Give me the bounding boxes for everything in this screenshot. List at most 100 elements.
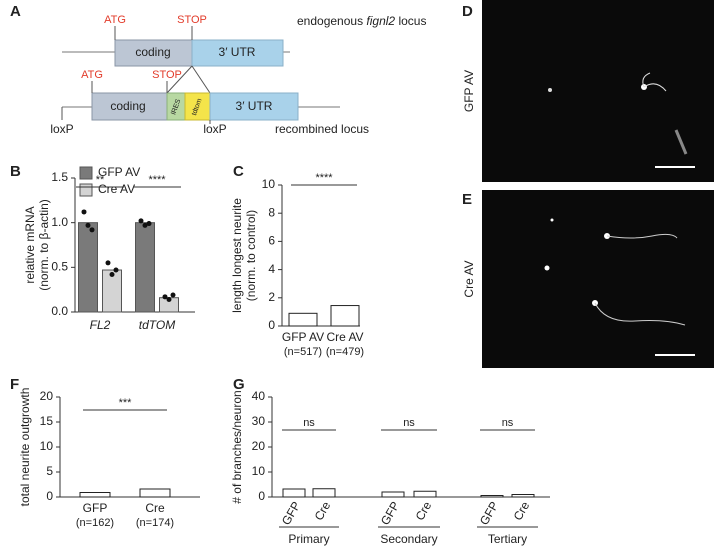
panel-letter: G <box>233 376 245 393</box>
x-tick-label: GFP <box>378 499 402 527</box>
gene-name: fignl2 <box>366 14 395 28</box>
data-point <box>81 209 87 215</box>
insert-line <box>166 65 193 94</box>
y-tick-label: 20 <box>252 439 266 453</box>
y-tick-label: 10 <box>40 439 54 453</box>
bar <box>139 488 171 498</box>
x-tick-label: tdTOM <box>139 318 175 332</box>
bar <box>511 494 535 498</box>
y-tick-label: 8 <box>268 205 275 219</box>
cell <box>548 88 552 92</box>
x-tick-label: GFP AV <box>282 330 324 344</box>
significance-label: ns <box>403 417 415 429</box>
x-sublabel: (n=162) <box>76 517 114 529</box>
panel-letter: D <box>462 3 473 20</box>
cell <box>550 218 554 222</box>
significance-label: **** <box>315 172 333 184</box>
data-point <box>138 218 144 224</box>
cell <box>544 265 550 271</box>
bar <box>282 488 306 498</box>
bar <box>135 222 155 313</box>
micrograph <box>482 190 714 368</box>
stop-label: STOP <box>152 69 182 81</box>
x-tick-label: Cre <box>145 501 165 515</box>
y-tick-label: 2 <box>268 290 275 304</box>
utr-label: 3′ UTR <box>219 45 256 59</box>
bar <box>102 269 122 313</box>
significance-label: *** <box>119 397 133 409</box>
x-tick-label: Cre AV <box>326 330 363 344</box>
neurite <box>642 72 667 92</box>
x-sublabel: (n=517) <box>284 346 322 358</box>
micrograph-label: GFP AV <box>462 70 476 112</box>
y-tick-label: 20 <box>40 389 54 403</box>
y-tick-label: 1.0 <box>51 215 68 229</box>
text: endogenous <box>297 14 363 28</box>
panel-letter: B <box>10 163 21 180</box>
x-tick-label: GFP <box>83 501 108 515</box>
bar <box>78 222 98 313</box>
coding-label: coding <box>135 45 170 59</box>
panel-letter: C <box>233 163 244 180</box>
y-tick-label: 0 <box>46 489 53 503</box>
locus-label: recombined locus <box>275 122 369 136</box>
legend-swatch <box>79 166 93 180</box>
x-tick-label: Cre <box>413 499 435 523</box>
neurite <box>594 302 686 326</box>
x-sublabel: (n=479) <box>326 346 364 358</box>
panel-letter: F <box>10 376 19 393</box>
y-tick-label: 4 <box>268 262 275 276</box>
bar <box>79 492 111 498</box>
legend-swatch <box>79 183 93 197</box>
group-label: Primary <box>288 532 329 546</box>
coding-box <box>91 92 168 121</box>
legend-label: GFP AV <box>98 165 140 179</box>
text: locus <box>398 14 426 28</box>
coding-label: coding <box>110 99 145 113</box>
group-label: Tertiary <box>488 532 527 546</box>
y-tick-label: 0 <box>268 318 275 332</box>
data-point <box>142 222 148 228</box>
x-tick-label: Cre <box>511 499 533 523</box>
x-tick-label: Cre <box>312 499 334 523</box>
panel-letter: E <box>462 191 472 208</box>
data-point <box>166 296 172 302</box>
loxp-label: loxP <box>203 122 226 136</box>
insert-line <box>191 65 211 94</box>
y-tick-label: 0 <box>258 489 265 503</box>
locus-diagram: A ATG STOP coding 3′ UTR endogenous fign… <box>10 3 426 136</box>
data-point <box>109 271 115 277</box>
debris <box>674 129 688 155</box>
micrograph-e: E Cre AV <box>462 190 714 368</box>
y-tick-label: 40 <box>252 389 266 403</box>
bar <box>381 491 405 498</box>
micrograph-label: Cre AV <box>462 260 476 297</box>
atg-label: ATG <box>81 69 103 81</box>
locus-label: endogenous fignl2 locus <box>297 14 426 28</box>
bar <box>480 495 504 498</box>
utr-box <box>209 92 299 121</box>
y-axis-label: length longest neurite <box>230 198 244 313</box>
micrograph <box>482 0 714 182</box>
data-point <box>89 227 95 233</box>
significance-label: ns <box>502 417 514 429</box>
y-tick-label: 30 <box>252 414 266 428</box>
panel-letter: A <box>10 3 21 20</box>
legend-label: Cre AV <box>98 182 135 196</box>
y-tick-label: 10 <box>262 177 276 191</box>
y-tick-label: 5 <box>46 464 53 478</box>
significance-label: **** <box>148 174 166 186</box>
y-tick-label: 1.5 <box>51 170 68 184</box>
significance-label: ns <box>303 417 315 429</box>
data-point <box>85 222 91 228</box>
data-point <box>113 267 119 273</box>
data-point <box>105 260 111 266</box>
data-point <box>170 292 176 298</box>
x-tick-label: FL2 <box>90 318 111 332</box>
neurite <box>606 233 678 239</box>
y-tick-label: 0.0 <box>51 304 68 318</box>
utr-box <box>191 39 284 67</box>
significance-label: ** <box>96 174 105 186</box>
x-sublabel: (n=174) <box>136 517 174 529</box>
